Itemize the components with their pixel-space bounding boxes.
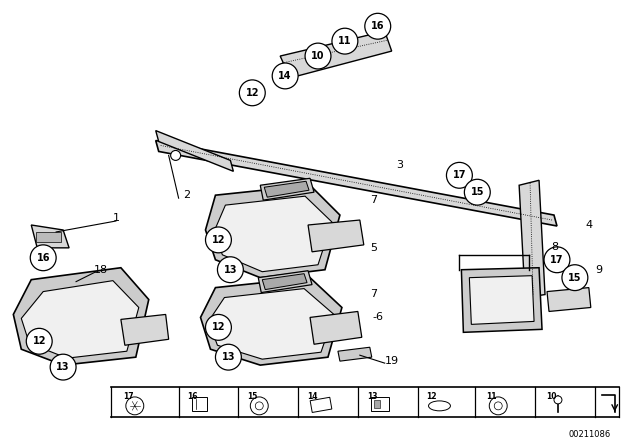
Text: 13: 13 [223, 265, 237, 275]
Text: 11: 11 [338, 36, 351, 46]
Circle shape [50, 354, 76, 380]
Circle shape [465, 179, 490, 205]
Bar [371, 397, 388, 411]
Polygon shape [310, 311, 362, 344]
Circle shape [126, 397, 144, 415]
Text: 11: 11 [486, 392, 497, 401]
Text: 7: 7 [370, 289, 378, 298]
Text: 12: 12 [212, 235, 225, 245]
Polygon shape [156, 130, 234, 171]
Text: 9: 9 [595, 265, 602, 275]
Polygon shape [262, 274, 307, 289]
Circle shape [447, 162, 472, 188]
Text: 00211086: 00211086 [568, 430, 611, 439]
Text: 8: 8 [552, 242, 559, 252]
Circle shape [26, 328, 52, 354]
Polygon shape [469, 276, 534, 324]
Polygon shape [547, 288, 591, 311]
Polygon shape [200, 278, 342, 365]
Text: 16: 16 [36, 253, 50, 263]
Text: 17: 17 [452, 170, 466, 180]
Text: 16: 16 [188, 392, 198, 401]
Circle shape [489, 397, 507, 415]
Text: 12: 12 [33, 336, 46, 346]
Text: 12: 12 [212, 323, 225, 332]
Polygon shape [209, 289, 334, 359]
Circle shape [216, 344, 241, 370]
Bar [36, 232, 61, 242]
Text: 12: 12 [426, 392, 437, 401]
Circle shape [305, 43, 331, 69]
Circle shape [332, 28, 358, 54]
Text: 1: 1 [113, 213, 120, 223]
Circle shape [544, 247, 570, 273]
Text: 17: 17 [123, 392, 134, 401]
Text: 15: 15 [568, 273, 582, 283]
Text: -6: -6 [372, 312, 383, 323]
Text: 18: 18 [94, 265, 108, 275]
Polygon shape [21, 280, 139, 358]
Circle shape [272, 63, 298, 89]
Text: 10: 10 [311, 51, 324, 61]
Text: 15: 15 [470, 187, 484, 197]
Polygon shape [338, 347, 372, 361]
Polygon shape [260, 178, 314, 200]
Text: 14: 14 [307, 392, 317, 401]
Text: 2: 2 [183, 190, 190, 200]
Polygon shape [156, 141, 557, 226]
Text: 13: 13 [367, 392, 378, 401]
Text: 4: 4 [585, 220, 593, 230]
Polygon shape [461, 268, 542, 332]
Text: 13: 13 [221, 352, 235, 362]
Text: 17: 17 [550, 255, 564, 265]
Text: 10: 10 [546, 392, 557, 401]
Text: 12: 12 [246, 88, 259, 98]
Circle shape [205, 314, 232, 340]
Circle shape [255, 402, 263, 410]
Bar [374, 400, 380, 408]
Circle shape [250, 397, 268, 415]
Circle shape [218, 257, 243, 283]
Circle shape [239, 80, 265, 106]
Polygon shape [308, 220, 364, 252]
Circle shape [30, 245, 56, 271]
Circle shape [554, 396, 562, 404]
Circle shape [171, 151, 180, 160]
Polygon shape [214, 196, 332, 271]
Circle shape [365, 13, 390, 39]
Polygon shape [280, 31, 392, 78]
Bar [191, 397, 207, 411]
Text: 16: 16 [371, 21, 385, 31]
Text: 3: 3 [396, 160, 403, 170]
Text: 7: 7 [370, 195, 378, 205]
Text: 19: 19 [385, 356, 399, 366]
Circle shape [494, 402, 502, 410]
Circle shape [205, 227, 232, 253]
Text: 15: 15 [247, 392, 258, 401]
Polygon shape [121, 314, 169, 345]
Ellipse shape [429, 401, 451, 411]
Polygon shape [13, 268, 148, 365]
Text: 14: 14 [278, 71, 292, 81]
Polygon shape [259, 271, 312, 293]
Polygon shape [519, 180, 545, 297]
Polygon shape [31, 225, 69, 248]
Bar [310, 397, 332, 413]
Text: 13: 13 [56, 362, 70, 372]
Polygon shape [264, 181, 309, 197]
Text: 5: 5 [371, 243, 377, 253]
Polygon shape [205, 185, 340, 278]
Circle shape [562, 265, 588, 291]
